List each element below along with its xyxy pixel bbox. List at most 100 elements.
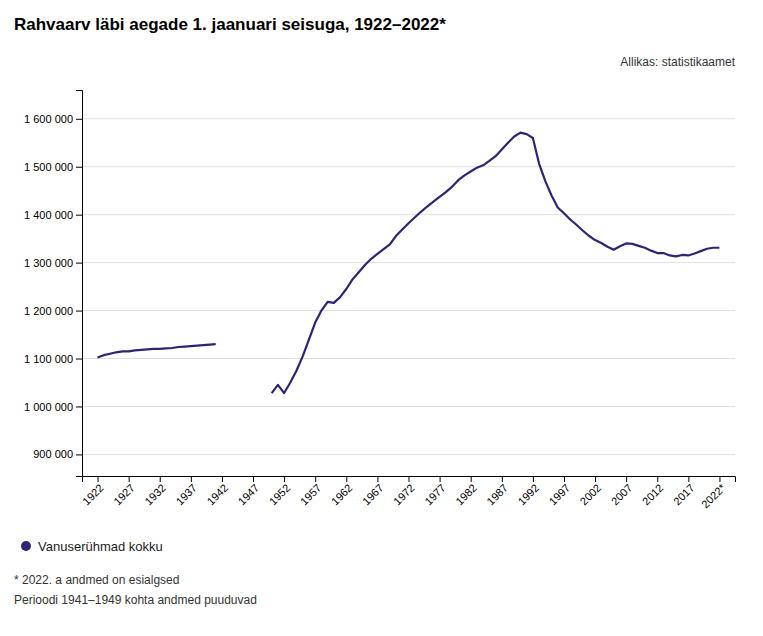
x-tick-label: 1922 — [80, 482, 106, 508]
x-tick: 1962 — [329, 476, 355, 507]
x-tick: 1957 — [298, 476, 324, 507]
source: Allikas: statistikaamet — [620, 55, 735, 69]
x-tick-mark — [129, 476, 130, 482]
y-tick-mark — [76, 167, 82, 168]
x-tick-label: 2022* — [699, 481, 728, 510]
x-tick-mark — [98, 476, 99, 482]
x-tick-mark — [626, 476, 627, 482]
x-tick-mark — [719, 476, 720, 482]
x-tick-mark — [284, 476, 285, 482]
x-tick-mark — [533, 476, 534, 482]
x-tick: 1922 — [80, 476, 106, 507]
x-tick-label: 1927 — [111, 482, 137, 508]
x-tick-label: 1947 — [236, 482, 262, 508]
y-tick-label: 1 200 000 — [24, 305, 73, 317]
x-tick: 1972 — [391, 476, 417, 507]
y-tick-mark — [76, 119, 82, 120]
x-tick-mark — [564, 476, 565, 482]
y-tick-mark — [76, 263, 82, 264]
y-tick: 900 000 — [33, 448, 82, 460]
grid-line — [82, 454, 735, 455]
x-tick-label: 2002 — [578, 482, 604, 508]
x-tick-label: 1982 — [453, 482, 479, 508]
y-axis-line — [76, 91, 83, 477]
y-tick-label: 1 300 000 — [24, 257, 73, 269]
x-tick-mark — [222, 476, 223, 482]
chart: 900 000 1 000 000 1 100 000 1 200 000 1 300 … — [0, 0, 763, 636]
x-tick-mark — [595, 476, 596, 482]
x-tick-mark — [409, 476, 410, 482]
x-tick: 1947 — [236, 476, 262, 507]
y-tick-label: 1 000 000 — [24, 400, 73, 412]
x-tick: 2012 — [640, 476, 666, 507]
y-tick: 1 400 000 — [24, 209, 82, 221]
legend: Vanuserühmad kokku — [21, 539, 163, 554]
x-tick: 1997 — [546, 476, 572, 507]
x-tick-mark — [471, 476, 472, 482]
grid-line — [82, 262, 735, 263]
x-tick-label: 1987 — [484, 482, 510, 508]
grid — [82, 119, 735, 455]
x-tick: 2022* — [699, 476, 728, 510]
grid-line — [82, 310, 735, 311]
grid-line — [82, 166, 735, 167]
grid-line — [82, 358, 735, 359]
x-tick: 1937 — [173, 476, 199, 507]
x-tick: 1967 — [360, 476, 386, 507]
x-tick-label: 1942 — [204, 482, 230, 508]
y-tick-mark — [76, 406, 82, 407]
x-tick-mark — [191, 476, 192, 482]
y-tick: 1 500 000 — [24, 161, 82, 173]
x-tick-mark — [502, 476, 503, 482]
plot: 900 000 1 000 000 1 100 000 1 200 000 1 300 … — [24, 91, 735, 511]
x-tick: 1992 — [515, 476, 541, 507]
y-tick-mark — [76, 454, 82, 455]
x-tick: 2007 — [609, 476, 635, 507]
y-tick: 1 600 000 — [24, 113, 82, 125]
x-tick: 1927 — [111, 476, 137, 507]
x-tick-label: 1992 — [515, 482, 541, 508]
x-axis-line — [83, 477, 736, 483]
grid-line — [82, 214, 735, 215]
x-tick-mark — [315, 476, 316, 482]
x-tick-mark — [688, 476, 689, 482]
x-tick-label: 1972 — [391, 482, 417, 508]
y-tick-label: 900 000 — [33, 448, 73, 460]
x-axis: 1922192719321937194219471952195719621967… — [80, 476, 735, 510]
y-tick-label: 1 400 000 — [24, 209, 73, 221]
x-tick-mark — [253, 476, 254, 482]
y-tick: 1 000 000 — [24, 400, 82, 412]
x-tick-label: 1997 — [546, 482, 572, 508]
line — [98, 133, 720, 393]
y-tick-label: 1 100 000 — [24, 353, 73, 365]
y-tick: 1 100 000 — [24, 353, 82, 365]
legend-item: Vanuserühmad kokku — [21, 539, 163, 554]
y-tick-label: 1 500 000 — [24, 161, 73, 173]
x-tick-mark — [657, 476, 658, 482]
x-tick: 1987 — [484, 476, 510, 507]
x-tick-label: 1977 — [422, 482, 448, 508]
grid-line — [82, 118, 735, 119]
x-tick-label: 1957 — [298, 482, 324, 508]
x-tick: 1982 — [453, 476, 479, 507]
legend-label: Vanuserühmad kokku — [38, 539, 163, 554]
y-tick-mark — [76, 311, 82, 312]
y-tick-mark — [76, 215, 82, 216]
x-tick: 1942 — [204, 476, 230, 507]
y-axis: 900 000 1 000 000 1 100 000 1 200 000 1 300 … — [24, 91, 82, 477]
x-tick-mark — [377, 476, 378, 482]
x-tick: 1977 — [422, 476, 448, 507]
y-tick: 1 300 000 — [24, 257, 82, 269]
x-tick-label: 2017 — [671, 482, 697, 508]
grid-line — [82, 406, 735, 407]
x-tick: 2002 — [578, 476, 604, 507]
title: Rahvaarv läbi aegade 1. jaanuari seisuga… — [14, 15, 446, 34]
x-tick-mark — [160, 476, 161, 482]
x-tick-label: 1937 — [173, 482, 199, 508]
x-tick-label: 2007 — [609, 482, 635, 508]
y-tick-mark — [76, 359, 82, 360]
x-tick-label: 1967 — [360, 482, 386, 508]
marks — [98, 133, 720, 393]
y-tick-label: 1 600 000 — [24, 113, 73, 125]
x-tick: 2017 — [671, 476, 697, 507]
